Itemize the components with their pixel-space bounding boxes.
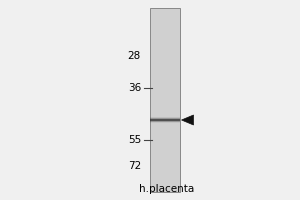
Text: h.placenta: h.placenta	[139, 184, 194, 194]
Text: 28: 28	[128, 51, 141, 61]
Text: 72: 72	[128, 161, 141, 171]
Text: 55: 55	[128, 135, 141, 145]
Bar	[150, 8, 180, 192]
Text: 36: 36	[128, 83, 141, 93]
Polygon shape	[182, 115, 194, 125]
